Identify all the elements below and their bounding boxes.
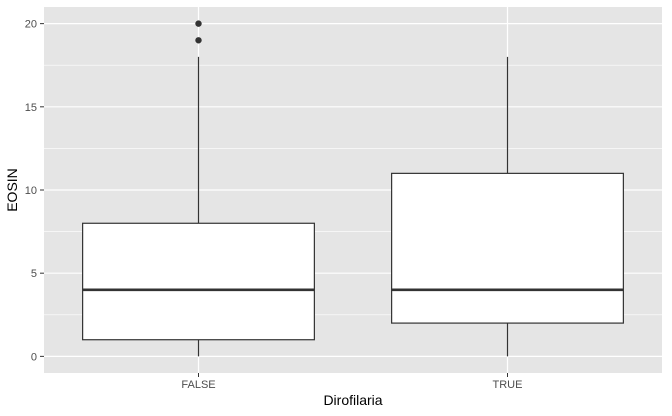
outlier-point — [195, 20, 202, 27]
box-false — [82, 20, 315, 357]
boxes — [82, 20, 624, 357]
box-iqr — [391, 172, 624, 324]
y-tick-label: 5 — [31, 268, 37, 280]
y-tick-label: 20 — [25, 19, 37, 31]
outlier-point — [195, 37, 202, 44]
x-tick-label: FALSE — [181, 379, 215, 391]
box-iqr — [82, 222, 315, 341]
x-tick-label: TRUE — [493, 379, 523, 391]
x-axis: FALSE TRUE — [181, 373, 522, 391]
y-axis-title: EOSIN — [4, 168, 20, 212]
x-axis-title: Dirofilaria — [323, 392, 382, 408]
y-tick-label: 15 — [25, 102, 37, 114]
y-axis: 0 5 10 15 20 — [25, 19, 44, 363]
y-tick-label: 10 — [25, 185, 37, 197]
y-tick-label: 0 — [31, 351, 37, 363]
box-true — [391, 56, 624, 357]
